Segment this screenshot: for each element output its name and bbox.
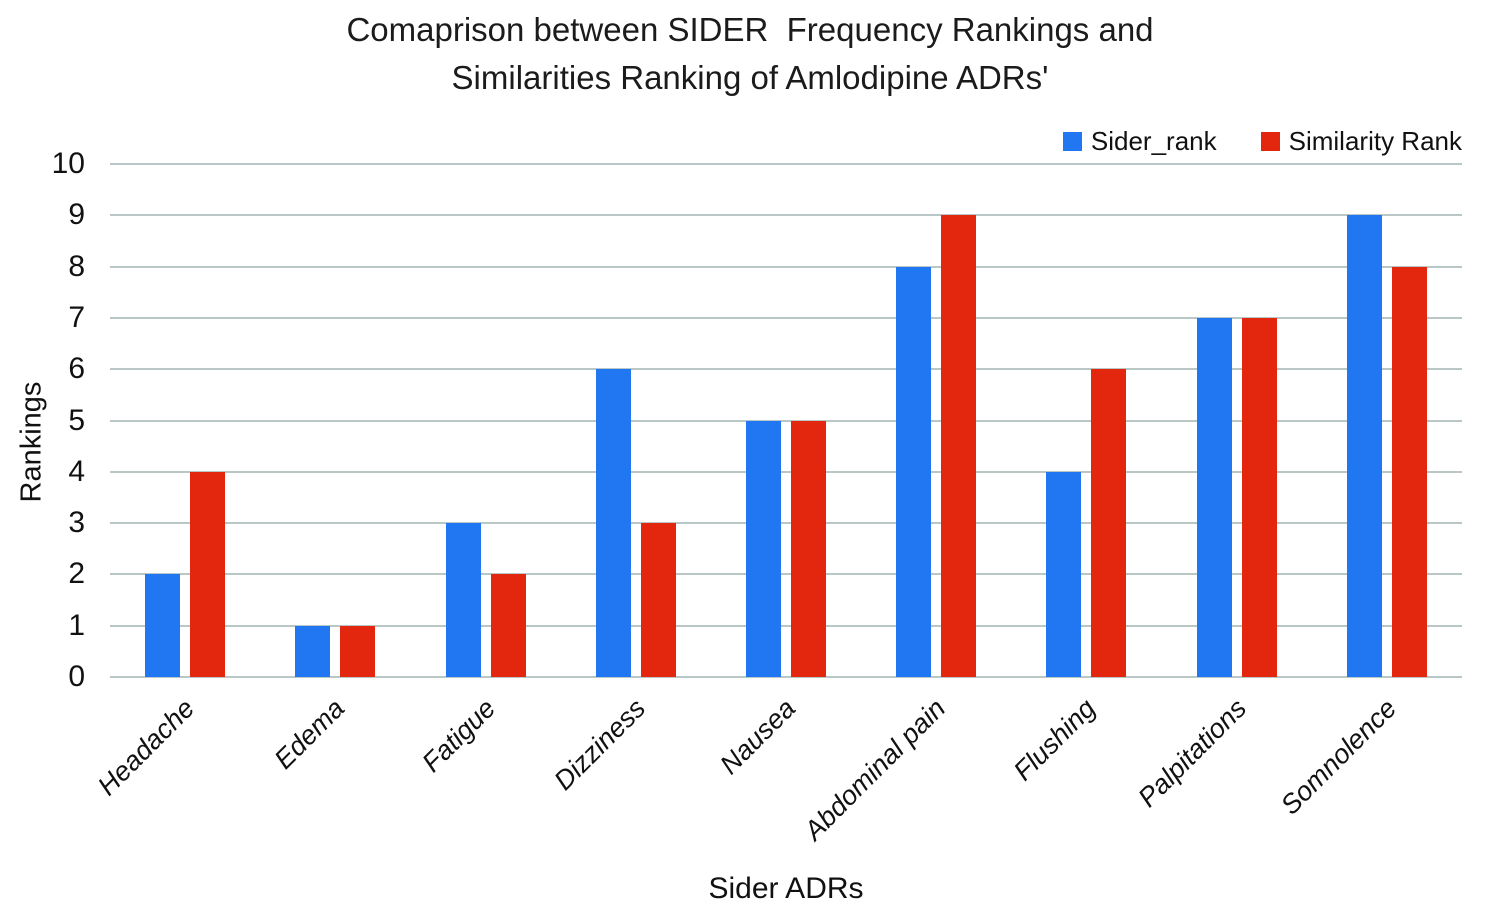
bar-sider-rank-edema: [295, 625, 331, 677]
gridline-8: [110, 265, 1462, 268]
bar-similarity-rank-dizziness: [640, 523, 676, 677]
bar-group-dizziness: [561, 164, 711, 677]
x-category-label-dizziness: Dizziness: [548, 693, 651, 796]
gridline-10: [110, 163, 1462, 165]
gridline-0: [110, 676, 1462, 678]
legend-item-sider-rank: Sider_rank: [1062, 126, 1217, 157]
chart-title: Comaprison between SIDER Frequency Ranki…: [0, 6, 1500, 102]
bar-similarity-rank-palpitations: [1241, 317, 1277, 677]
bar-groups: [110, 164, 1462, 677]
legend: Sider_rank Similarity Rank: [1062, 126, 1462, 157]
bar-sider-rank-abdominal-pain: [896, 266, 932, 677]
y-tick-label-3: 3: [68, 506, 85, 540]
bar-sider-rank-headache: [145, 574, 181, 677]
y-tick-label-9: 9: [68, 198, 85, 232]
x-category-label-somnolence: Somnolence: [1274, 693, 1403, 821]
x-category-label-fatigue: Fatigue: [415, 693, 501, 778]
plot-area: [110, 163, 1462, 678]
y-tick-label-7: 7: [68, 300, 85, 334]
bar-sider-rank-flushing: [1046, 471, 1082, 677]
bar-group-edema: [260, 164, 410, 677]
bar-group-headache: [110, 164, 260, 677]
gridline-4: [110, 470, 1462, 473]
x-category-label-palpitations: Palpitations: [1131, 693, 1252, 813]
gridline-9: [110, 214, 1462, 217]
bar-group-flushing: [1011, 164, 1161, 677]
bar-group-abdominal-pain: [861, 164, 1011, 677]
y-axis-ticks: 0 1 2 3 4 5 6 7 8 9 10: [0, 149, 85, 692]
bar-group-somnolence: [1312, 164, 1462, 677]
bar-similarity-rank-edema: [340, 625, 376, 677]
x-category-label-nausea: Nausea: [714, 693, 802, 781]
y-tick-label-10: 10: [51, 147, 85, 180]
bar-sider-rank-somnolence: [1346, 215, 1382, 677]
y-tick-label-8: 8: [68, 249, 85, 283]
bar-similarity-rank-headache: [190, 471, 226, 677]
x-axis-category-labels: Headache Edema Fatigue Dizziness Nausea Abdom…: [92, 677, 1462, 857]
bar-sider-rank-nausea: [745, 420, 781, 677]
bar-group-fatigue: [410, 164, 560, 677]
bar-similarity-rank-abdominal-pain: [941, 215, 977, 677]
bar-sider-rank-palpitations: [1196, 317, 1232, 677]
bar-similarity-rank-nausea: [790, 420, 826, 677]
y-tick-label-6: 6: [68, 352, 85, 386]
y-tick-label-4: 4: [68, 454, 85, 488]
bar-similarity-rank-flushing: [1091, 369, 1127, 677]
chart-title-line-1: Comaprison between SIDER Frequency Ranki…: [346, 11, 1154, 48]
bar-similarity-rank-somnolence: [1391, 266, 1427, 677]
gridline-3: [110, 522, 1462, 525]
y-tick-label-5: 5: [68, 403, 85, 437]
gridline-5: [110, 419, 1462, 422]
y-tick-label-1: 1: [68, 608, 85, 642]
y-tick-label-0: 0: [68, 660, 85, 693]
gridline-7: [110, 316, 1462, 319]
bar-group-palpitations: [1162, 164, 1312, 677]
x-axis-title: Sider ADRs: [708, 872, 864, 905]
bar-sider-rank-dizziness: [595, 369, 631, 677]
x-category-label-edema: Edema: [268, 693, 351, 775]
y-tick-label-2: 2: [68, 557, 85, 591]
bar-group-nausea: [711, 164, 861, 677]
gridline-1: [110, 624, 1462, 627]
gridline-6: [110, 368, 1462, 371]
legend-item-similarity-rank: Similarity Rank: [1260, 126, 1462, 157]
x-category-label-headache: Headache: [92, 693, 201, 802]
legend-swatch-similarity-rank-icon: [1260, 132, 1280, 151]
chart-title-line-2: Similarities Ranking of Amlodipine ADRs': [451, 59, 1049, 96]
bar-sider-rank-fatigue: [445, 523, 481, 677]
legend-label-similarity-rank: Similarity Rank: [1288, 126, 1462, 156]
x-category-label-flushing: Flushing: [1008, 693, 1102, 787]
bar-similarity-rank-fatigue: [490, 574, 526, 677]
legend-swatch-sider-rank-icon: [1062, 132, 1082, 151]
gridline-2: [110, 573, 1462, 576]
legend-label-sider-rank: Sider_rank: [1090, 126, 1217, 156]
x-category-label-abdominal-pain: Abdominal pain: [798, 693, 952, 846]
